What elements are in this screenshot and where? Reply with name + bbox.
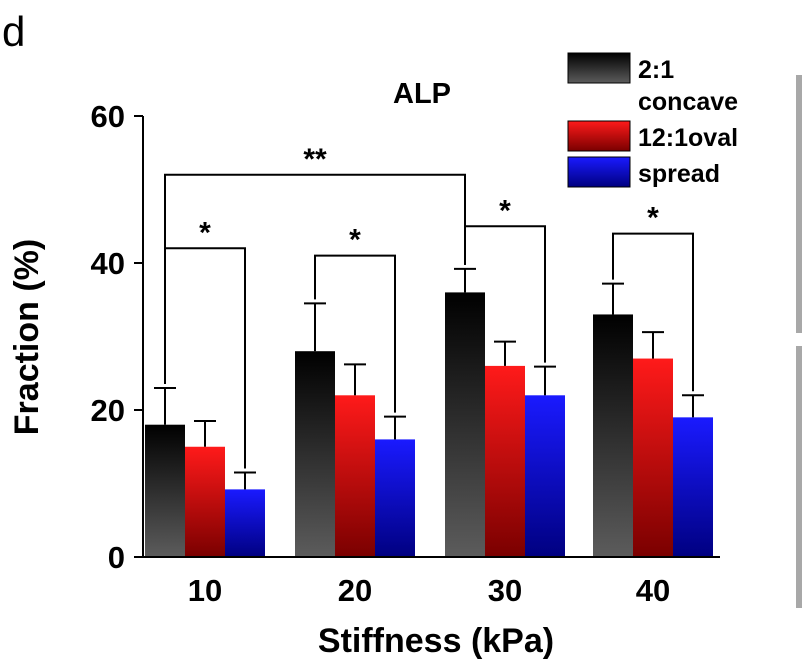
significance-bracket-4	[164, 173, 466, 384]
legend-swatch-2	[567, 156, 631, 188]
bar-2-3	[673, 417, 713, 557]
bar-0-3	[593, 314, 633, 557]
bar-1-1	[335, 395, 375, 557]
y-tick-label-0: 0	[108, 540, 125, 575]
legend-label-1: 12:1oval	[638, 124, 738, 152]
y-tick-label-2: 40	[91, 246, 125, 281]
significance-bracket-3	[612, 232, 694, 392]
neighbor-panel-edge-top	[796, 75, 802, 333]
y-axis-label: Fraction (%)	[8, 239, 46, 435]
x-tick-label-1: 20	[338, 573, 372, 608]
bar-0-1	[295, 351, 335, 557]
y-tick-label-3: 60	[91, 99, 125, 134]
x-tick-label-2: 30	[488, 573, 522, 608]
chart-title: ALP	[393, 78, 451, 110]
significance-label-3: *	[647, 202, 659, 235]
bar-0-0	[145, 424, 185, 557]
legend-label-0: 2:1	[638, 56, 674, 84]
bar-2-0	[225, 489, 265, 557]
legend-label-2: spread	[638, 160, 720, 188]
bar-2-2	[525, 395, 565, 557]
significance-label-0: *	[199, 216, 211, 249]
x-tick-label-3: 40	[636, 573, 670, 608]
bar-1-3	[633, 358, 673, 557]
legend-label-0-line1: concave	[638, 88, 738, 116]
legend-swatch-0	[567, 52, 631, 84]
significance-bracket-1	[314, 254, 396, 413]
bar-2-1	[375, 439, 415, 557]
panel-label: d	[2, 8, 26, 55]
significance-label-2: *	[499, 194, 511, 227]
significance-label-1: *	[349, 224, 361, 257]
x-tick-label-0: 10	[188, 573, 222, 608]
y-tick-label-1: 20	[91, 393, 125, 428]
neighbor-panel-edge-bottom	[796, 346, 802, 608]
x-axis-label: Stiffness (kPa)	[318, 622, 554, 660]
bar-1-0	[185, 446, 225, 557]
significance-label-4: **	[303, 143, 327, 176]
bar-0-2	[445, 292, 485, 557]
bar-1-2	[485, 365, 525, 557]
legend-swatch-1	[567, 120, 631, 152]
